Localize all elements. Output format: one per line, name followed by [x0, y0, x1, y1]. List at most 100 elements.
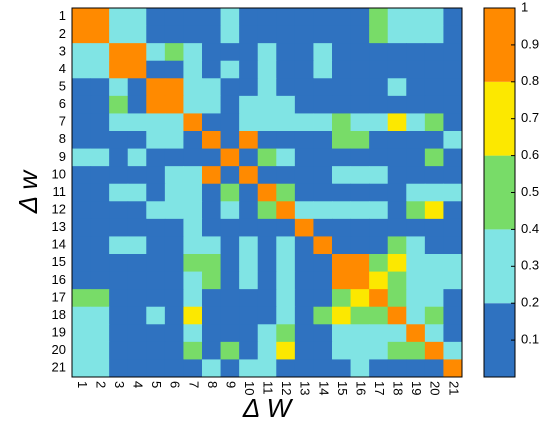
heatmap-cell: [406, 183, 426, 202]
heatmap-cell: [387, 324, 407, 343]
y-tick-label: 3: [59, 43, 66, 58]
heatmap-cell: [220, 254, 240, 273]
heatmap-cell: [72, 78, 92, 97]
heatmap-cell: [127, 218, 147, 237]
y-tick-label: 15: [52, 254, 66, 269]
heatmap-cell: [127, 166, 147, 185]
heatmap-cell: [276, 60, 296, 79]
heatmap-cell: [294, 201, 314, 220]
heatmap-cell: [202, 183, 222, 202]
heatmap-cell: [332, 254, 352, 273]
x-tick-label: 20: [428, 381, 443, 395]
heatmap-cell: [202, 254, 222, 273]
heatmap-cell: [239, 166, 259, 185]
heatmap-cell: [164, 236, 184, 255]
heatmap-cell: [202, 271, 222, 290]
heatmap-cell: [220, 78, 240, 97]
heatmap-cell: [332, 306, 352, 325]
heatmap-cell: [294, 60, 314, 79]
heatmap-cell: [109, 131, 129, 150]
heatmap-cell: [313, 183, 333, 202]
heatmap-cell: [127, 95, 147, 114]
heatmap-cell: [350, 183, 370, 202]
x-tick-label: 17: [372, 381, 387, 395]
heatmap-cell: [257, 289, 277, 308]
heatmap-cell: [109, 324, 129, 343]
colorbar-tick-label: 0.8: [521, 73, 539, 88]
heatmap-cell: [164, 131, 184, 150]
heatmap-cell: [220, 113, 240, 132]
heatmap-cell: [90, 148, 110, 167]
heatmap-cell: [294, 8, 314, 27]
heatmap-cell: [350, 95, 370, 114]
heatmap-cell: [183, 201, 203, 220]
heatmap-cell: [109, 148, 129, 167]
heatmap-cell: [406, 25, 426, 44]
heatmap-cell: [406, 218, 426, 237]
heatmap-cell: [443, 236, 463, 255]
heatmap-cell: [313, 113, 333, 132]
heatmap-cell: [443, 254, 463, 273]
heatmap-cell: [313, 236, 333, 255]
heatmap-cell: [276, 236, 296, 255]
heatmap-cell: [220, 218, 240, 237]
heatmap-cell: [257, 236, 277, 255]
heatmap-cell: [424, 95, 444, 114]
heatmap-cell: [239, 289, 259, 308]
colorbar-tick-label: 1: [521, 0, 528, 14]
colorbar-tick-label: 0.2: [521, 295, 539, 310]
heatmap-cell: [332, 183, 352, 202]
x-tick-label: 4: [131, 381, 146, 388]
y-tick-label: 18: [52, 307, 66, 322]
heatmap-cell: [127, 43, 147, 62]
heatmap-cell: [276, 218, 296, 237]
heatmap-cell: [369, 306, 389, 325]
heatmap-cell: [239, 78, 259, 97]
heatmap-cell: [406, 113, 426, 132]
heatmap-cell: [443, 289, 463, 308]
heatmap-cell: [109, 113, 129, 132]
heatmap-cell: [183, 78, 203, 97]
heatmap-cell: [164, 324, 184, 343]
heatmap-cell: [369, 341, 389, 360]
heatmap-cell: [72, 289, 92, 308]
heatmap-cell: [332, 148, 352, 167]
heatmap-cell: [369, 78, 389, 97]
heatmap-cell: [220, 271, 240, 290]
heatmap-cell: [443, 8, 463, 27]
heatmap-cell: [127, 324, 147, 343]
heatmap-cell: [350, 236, 370, 255]
y-tick-label: 11: [53, 184, 67, 199]
x-tick-label: 18: [391, 381, 406, 395]
heatmap-cell: [276, 166, 296, 185]
heatmap-cell: [183, 306, 203, 325]
heatmap-cell: [239, 324, 259, 343]
heatmap-cell: [406, 271, 426, 290]
heatmap-cell: [294, 166, 314, 185]
heatmap-cell: [109, 306, 129, 325]
heatmap-cell: [72, 236, 92, 255]
heatmap-cell: [369, 113, 389, 132]
heatmap-cell: [183, 254, 203, 273]
heatmap-cell: [294, 254, 314, 273]
heatmap-cell: [387, 113, 407, 132]
heatmap-cell: [387, 289, 407, 308]
heatmap-cell: [387, 148, 407, 167]
heatmap-cell: [257, 95, 277, 114]
heatmap-cell: [72, 341, 92, 360]
heatmap-cell: [332, 324, 352, 343]
y-tick-label: 5: [59, 79, 66, 94]
heatmap-cell: [257, 201, 277, 220]
heatmap-cell: [183, 341, 203, 360]
heatmap-cell: [332, 218, 352, 237]
heatmap-cell: [313, 131, 333, 150]
heatmap-cell: [257, 254, 277, 273]
heatmap-cell: [164, 166, 184, 185]
heatmap-cell: [313, 78, 333, 97]
heatmap-cell: [146, 306, 166, 325]
heatmap-cell: [257, 43, 277, 62]
heatmap-cell: [332, 60, 352, 79]
heatmap-cell: [350, 254, 370, 273]
x-tick-label: 2: [93, 381, 108, 388]
heatmap-cell: [239, 218, 259, 237]
